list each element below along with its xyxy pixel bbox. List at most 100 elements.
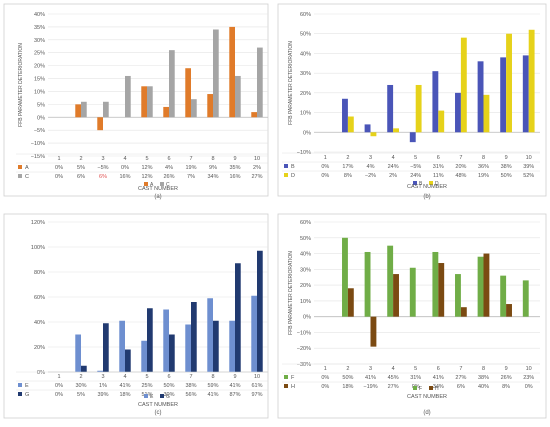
bar-G-7 xyxy=(191,302,197,372)
data-label: 5% xyxy=(77,165,85,171)
y-tick-label: 50% xyxy=(300,236,311,242)
data-label: 0% xyxy=(55,383,63,389)
data-label: 59% xyxy=(207,383,218,389)
table-legend-key xyxy=(284,173,288,177)
y-tick-label: 30% xyxy=(300,71,311,77)
table-series-name: E xyxy=(25,383,29,389)
data-label: 24% xyxy=(410,173,421,179)
bar-C-3 xyxy=(103,101,109,118)
data-label: 18% xyxy=(342,384,353,390)
x-category-label: 6 xyxy=(167,156,170,162)
data-label: 0% xyxy=(55,392,63,398)
data-label: 40% xyxy=(478,384,489,390)
data-label: 19% xyxy=(185,165,196,171)
data-label: 17% xyxy=(342,164,353,170)
data-label: 0% xyxy=(321,384,329,390)
bar-D-10 xyxy=(528,29,535,133)
bar-H-4 xyxy=(393,274,399,317)
bar-A-7 xyxy=(185,68,191,118)
bar-E-8 xyxy=(207,298,213,372)
y-tick-label: −10% xyxy=(297,330,311,336)
x-category-label: 4 xyxy=(392,155,395,161)
data-label: 39% xyxy=(97,392,108,398)
data-label: 26% xyxy=(163,174,174,180)
bar-B-10 xyxy=(522,55,529,133)
data-label: 11% xyxy=(433,173,444,179)
y-axis-label: FFB PARAMETER DETERIORATION xyxy=(288,41,294,125)
chart-panel-4: −30%−20%−10%0%10%20%30%40%50%60%FFB PARA… xyxy=(277,213,547,419)
y-tick-label: 0% xyxy=(303,315,311,321)
bar-F-4 xyxy=(387,245,394,317)
bar-F-7 xyxy=(455,274,461,317)
bar-D-3 xyxy=(370,132,377,137)
y-axis-label: FFB PARAMETER DETERIORATION xyxy=(18,43,24,127)
x-category-label: 2 xyxy=(79,374,82,380)
legend-label: F xyxy=(419,386,422,392)
x-category-label: 5 xyxy=(414,155,417,161)
chart-panel-1: −15%−10%−5%0%5%10%15%20%25%30%35%40%FFB … xyxy=(3,3,269,200)
legend-label: E xyxy=(150,394,154,400)
y-tick-label: 40% xyxy=(34,320,45,326)
bar-B-2 xyxy=(342,98,348,133)
y-tick-label: 40% xyxy=(300,51,311,57)
x-category-label: 7 xyxy=(459,366,462,372)
data-label: 8% xyxy=(344,173,352,179)
bar-C-10 xyxy=(257,47,263,118)
panel-border xyxy=(3,3,269,197)
table-legend-key xyxy=(284,384,288,388)
y-tick-label: 0% xyxy=(303,130,311,136)
legend-label: C xyxy=(166,182,170,188)
data-label: 38% xyxy=(501,164,512,170)
bar-F-6 xyxy=(432,251,439,317)
data-label: 12% xyxy=(141,174,152,180)
data-label: 41% xyxy=(433,375,444,381)
bar-H-6 xyxy=(438,263,445,317)
data-label: 25% xyxy=(141,383,152,389)
data-label: 16% xyxy=(119,174,130,180)
bar-G-10 xyxy=(257,250,263,372)
data-label: 16% xyxy=(229,174,240,180)
y-tick-label: −5% xyxy=(34,128,45,134)
data-label: 5% xyxy=(77,392,85,398)
x-category-label: 2 xyxy=(346,155,349,161)
bar-G-3 xyxy=(103,323,109,372)
y-tick-label: 15% xyxy=(34,77,45,83)
bar-H-3 xyxy=(370,316,377,347)
bar-C-5 xyxy=(147,86,153,118)
data-label: 20% xyxy=(455,164,466,170)
data-label: 19% xyxy=(478,173,489,179)
data-label: 0% xyxy=(525,384,533,390)
y-tick-label: 40% xyxy=(34,12,45,18)
bar-C-9 xyxy=(235,75,241,118)
x-category-label: 6 xyxy=(437,155,440,161)
bar-F-8 xyxy=(477,256,484,317)
data-label: 2% xyxy=(253,165,261,171)
bar-D-6 xyxy=(438,110,445,133)
x-category-label: 4 xyxy=(123,156,126,162)
y-tick-label: 80% xyxy=(34,270,45,276)
table-series-name: F xyxy=(291,375,295,381)
bar-C-4 xyxy=(125,75,131,118)
data-label: 56% xyxy=(185,392,196,398)
y-tick-label: 60% xyxy=(34,295,45,301)
chart-panel-3: 0% 20% 40% 60% 80% 100% 120% 1 2 3 4 5 6 7 8 9 10 E 0% 30% 1… xyxy=(3,213,269,419)
x-category-label: 2 xyxy=(346,366,349,372)
bar-E-2 xyxy=(75,334,81,372)
data-label: 61% xyxy=(251,383,262,389)
bar-D-8 xyxy=(483,94,490,133)
y-tick-label: 120% xyxy=(31,220,45,226)
y-tick-label: 20% xyxy=(34,64,45,70)
data-label: 27% xyxy=(251,174,262,180)
y-tick-label: 10% xyxy=(300,299,311,305)
data-label: 27% xyxy=(388,384,399,390)
x-category-label: 8 xyxy=(482,155,485,161)
data-label: −5% xyxy=(97,165,108,171)
x-category-label: 5 xyxy=(145,156,148,162)
legend-key xyxy=(413,386,417,390)
bar-F-2 xyxy=(342,237,348,317)
x-category-label: 2 xyxy=(79,156,82,162)
data-label: 39% xyxy=(523,164,534,170)
bar-B-5 xyxy=(409,132,416,143)
legend-label: D xyxy=(435,181,439,187)
